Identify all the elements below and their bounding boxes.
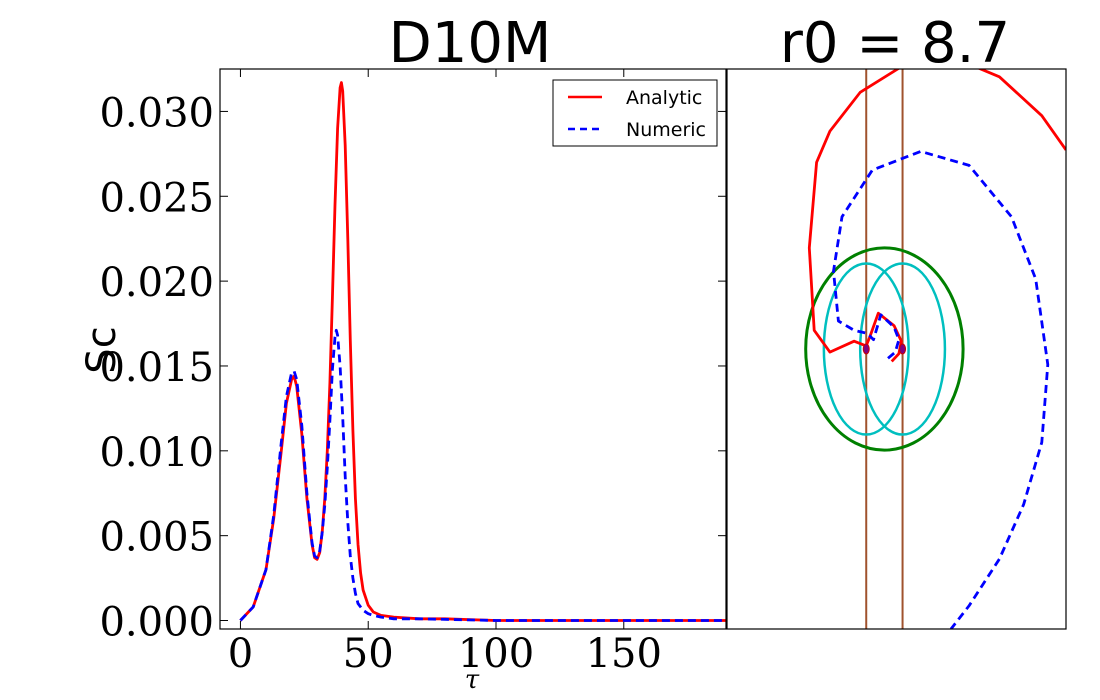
y-axis-label: Sc bbox=[79, 326, 125, 373]
legend-analytic-label: Analytic bbox=[626, 87, 702, 109]
y-tick-label: 0.020 bbox=[99, 260, 214, 306]
legend-numeric-label: Numeric bbox=[626, 119, 706, 141]
right-axes-frame bbox=[726, 68, 1067, 630]
series-line-analytic bbox=[239, 81, 726, 622]
x-tick-label: 100 bbox=[458, 631, 534, 677]
x-tick-label: 50 bbox=[343, 631, 394, 677]
outer-orbit bbox=[804, 246, 965, 452]
x-tick-label: 150 bbox=[586, 631, 662, 677]
legend-box bbox=[552, 79, 718, 147]
mass-point bbox=[862, 343, 870, 355]
left-ring bbox=[822, 262, 910, 436]
series-line-numeric bbox=[239, 328, 726, 622]
x-tick-label: 0 bbox=[228, 631, 253, 677]
y-tick-label: 0.000 bbox=[99, 600, 214, 646]
left-title: D10M bbox=[389, 11, 552, 76]
mass-point bbox=[899, 343, 907, 355]
x-axis-label: τ bbox=[465, 665, 480, 695]
y-tick-label: 0.015 bbox=[99, 345, 214, 391]
left-axis-ticks: 0.000 0.005 0.010 0.015 0.020 0.025 0.030 0 50 10… bbox=[99, 69, 726, 677]
y-tick-label: 0.005 bbox=[99, 515, 214, 561]
legend: Analytic Numeric bbox=[552, 79, 718, 147]
left-axes-frame bbox=[219, 68, 727, 630]
right-title: r0 = 8.7 bbox=[780, 11, 1010, 76]
right-plot-area bbox=[804, 69, 1066, 629]
right-ring bbox=[858, 262, 947, 436]
y-tick-label: 0.025 bbox=[99, 175, 214, 221]
y-tick-label: 0.010 bbox=[99, 430, 214, 476]
left-plot-area bbox=[239, 81, 726, 622]
numeric-trajectory bbox=[832, 149, 1050, 629]
analytic-trajectory bbox=[807, 69, 1066, 363]
y-tick-label: 0.030 bbox=[99, 90, 214, 136]
